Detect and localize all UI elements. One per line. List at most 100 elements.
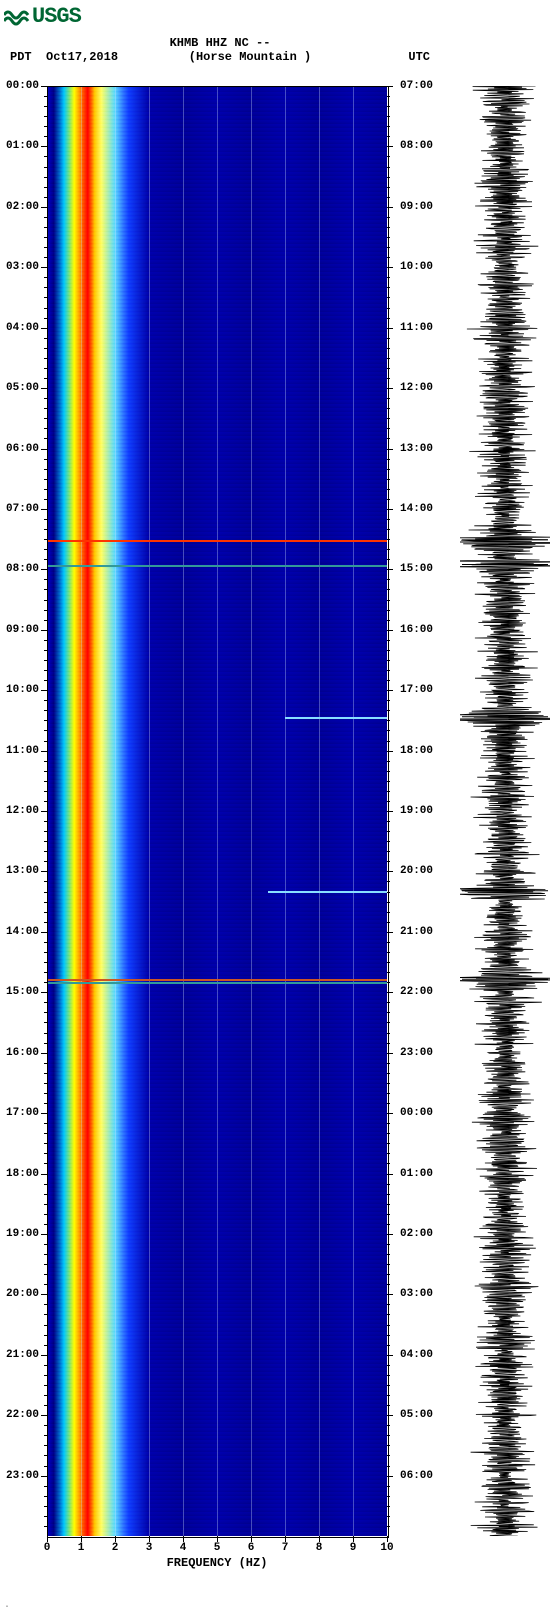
- minor-tick-right: [387, 438, 390, 439]
- minor-tick-right: [387, 972, 390, 973]
- seismogram-trace: [460, 86, 550, 1536]
- tick-right: [387, 1476, 393, 1477]
- minor-tick-left: [44, 620, 47, 621]
- minor-tick-left: [44, 1496, 47, 1497]
- plot-header: KHMB HHZ NC -- PDT Oct17,2018 (Horse Mou…: [0, 36, 440, 64]
- minor-tick-left: [44, 1143, 47, 1144]
- minor-tick-left: [44, 1425, 47, 1426]
- minor-tick-left: [44, 438, 47, 439]
- minor-tick-left: [44, 529, 47, 530]
- minor-tick-right: [387, 1093, 390, 1094]
- minor-tick-right: [387, 368, 390, 369]
- minor-tick-right: [387, 1375, 390, 1376]
- minor-tick-right: [387, 1405, 390, 1406]
- y-left-label: 06:00: [6, 443, 39, 455]
- y-right-label: 10:00: [400, 261, 433, 273]
- minor-tick-left: [44, 912, 47, 913]
- minor-tick-left: [44, 247, 47, 248]
- x-label: 6: [248, 1542, 255, 1554]
- minor-tick-right: [387, 982, 390, 983]
- minor-tick-right: [387, 469, 390, 470]
- minor-tick-left: [44, 519, 47, 520]
- minor-tick-right: [387, 1184, 390, 1185]
- logo-text: USGS: [32, 4, 81, 29]
- y-right-label: 18:00: [400, 745, 433, 757]
- minor-tick-left: [44, 559, 47, 560]
- minor-tick-right: [387, 358, 390, 359]
- minor-tick-left: [44, 368, 47, 369]
- tick-left: [41, 146, 47, 147]
- minor-tick-left: [44, 831, 47, 832]
- y-right-label: 23:00: [400, 1047, 433, 1059]
- minor-tick-left: [44, 1385, 47, 1386]
- minor-tick-right: [387, 308, 390, 309]
- minor-tick-right: [387, 1526, 390, 1527]
- minor-tick-left: [44, 952, 47, 953]
- minor-tick-right: [387, 1445, 390, 1446]
- minor-tick-right: [387, 942, 390, 943]
- minor-tick-right: [387, 489, 390, 490]
- y-right-label: 04:00: [400, 1349, 433, 1361]
- gridline-v: [47, 86, 48, 1536]
- minor-tick-right: [387, 378, 390, 379]
- minor-tick-right: [387, 1194, 390, 1195]
- minor-tick-right: [387, 610, 390, 611]
- minor-tick-right: [387, 1435, 390, 1436]
- minor-tick-left: [44, 418, 47, 419]
- minor-tick-right: [387, 831, 390, 832]
- minor-tick-right: [387, 1214, 390, 1215]
- minor-tick-left: [44, 358, 47, 359]
- gridline-v: [115, 86, 116, 1536]
- tick-right: [387, 1113, 393, 1114]
- minor-tick-right: [387, 791, 390, 792]
- tick-left: [41, 932, 47, 933]
- minor-tick-left: [44, 1435, 47, 1436]
- minor-tick-right: [387, 1325, 390, 1326]
- tick-left: [41, 1234, 47, 1235]
- minor-tick-left: [44, 720, 47, 721]
- tick-right: [387, 328, 393, 329]
- y-left-label: 00:00: [6, 80, 39, 92]
- y-right-label: 15:00: [400, 563, 433, 575]
- minor-tick-left: [44, 892, 47, 893]
- spectrogram-event-line: [47, 540, 387, 542]
- minor-tick-right: [387, 660, 390, 661]
- minor-tick-right: [387, 589, 390, 590]
- minor-tick-left: [44, 640, 47, 641]
- tick-left: [41, 1476, 47, 1477]
- minor-tick-right: [387, 1335, 390, 1336]
- tick-right: [387, 449, 393, 450]
- minor-tick-left: [44, 1063, 47, 1064]
- y-left-label: 10:00: [6, 684, 39, 696]
- minor-tick-right: [387, 459, 390, 460]
- minor-tick-right: [387, 761, 390, 762]
- minor-tick-right: [387, 1043, 390, 1044]
- minor-tick-left: [44, 1375, 47, 1376]
- minor-tick-left: [44, 1314, 47, 1315]
- y-left-label: 15:00: [6, 986, 39, 998]
- spectrogram-image: [47, 86, 387, 1536]
- spectrogram-event-line: [285, 717, 387, 719]
- minor-tick-left: [44, 348, 47, 349]
- minor-tick-left: [44, 1133, 47, 1134]
- gridline-v: [251, 86, 252, 1536]
- y-right-label: 17:00: [400, 684, 433, 696]
- y-left-label: 03:00: [6, 261, 39, 273]
- minor-tick-right: [387, 529, 390, 530]
- minor-tick-left: [44, 922, 47, 923]
- minor-tick-right: [387, 1314, 390, 1315]
- minor-tick-right: [387, 96, 390, 97]
- minor-tick-left: [44, 277, 47, 278]
- minor-tick-right: [387, 156, 390, 157]
- minor-tick-left: [44, 771, 47, 772]
- minor-tick-left: [44, 539, 47, 540]
- minor-tick-right: [387, 479, 390, 480]
- tick-right: [387, 1174, 393, 1175]
- tick-right: [387, 690, 393, 691]
- minor-tick-left: [44, 781, 47, 782]
- minor-tick-left: [44, 962, 47, 963]
- gridline-v: [285, 86, 286, 1536]
- x-label: 2: [112, 1542, 119, 1554]
- minor-tick-left: [44, 972, 47, 973]
- minor-tick-left: [44, 1194, 47, 1195]
